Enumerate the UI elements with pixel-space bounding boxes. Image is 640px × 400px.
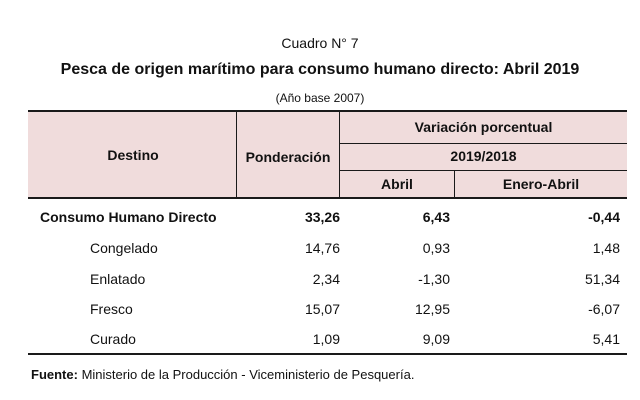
cell-abril: 9,09: [422, 331, 450, 347]
table-row: Enlatado 2,34 -1,30 51,34: [30, 264, 626, 295]
table-bottom-rule: [28, 353, 627, 355]
cell-enero-abril: 5,41: [592, 331, 620, 347]
cell-enero-abril: -0,44: [588, 209, 620, 225]
table-top-rule: [28, 110, 627, 112]
table-row: Fresco 15,07 12,95 -6,07: [30, 294, 626, 325]
source-note: Fuente: Ministerio de la Producción - Vi…: [31, 367, 414, 382]
header-abril: Abril: [381, 176, 413, 192]
cell-destino: Consumo Humano Directo: [40, 209, 217, 225]
cell-abril: 0,93: [422, 240, 450, 256]
base-year-note: (Año base 2007): [275, 91, 365, 105]
table-title: Pesca de origen marítimo para consumo hu…: [60, 61, 580, 78]
cell-ponderacion: 33,26: [304, 209, 340, 225]
abril-divider: [454, 171, 455, 198]
cell-ponderacion: 14,76: [304, 240, 340, 256]
cell-abril: 6,43: [422, 209, 450, 225]
header-enero-abril: Enero-Abril: [502, 176, 580, 192]
cell-enero-abril: -6,07: [588, 301, 620, 317]
source-text: Ministerio de la Producción - Viceminist…: [77, 367, 415, 382]
subheader-divider: [340, 170, 627, 171]
cell-abril: -1,30: [418, 271, 450, 287]
cell-destino: Enlatado: [90, 271, 146, 287]
cell-destino: Congelado: [90, 240, 158, 256]
cell-destino: Curado: [90, 331, 136, 347]
table-row: Consumo Humano Directo 33,26 6,43 -0,44: [30, 202, 626, 233]
cell-enero-abril: 51,34: [584, 271, 620, 287]
header-bottom-rule: [28, 197, 627, 199]
cell-ponderacion: 15,07: [304, 301, 340, 317]
destino-divider: [236, 112, 237, 198]
table-header-background: [28, 111, 627, 199]
header-variacion: Variación porcentual: [414, 119, 553, 135]
table-row: Congelado 14,76 0,93 1,48: [30, 233, 626, 264]
source-label: Fuente:: [31, 367, 78, 382]
table-row: Curado 1,09 9,09 5,41: [30, 324, 626, 355]
header-ponderacion: Ponderación: [245, 149, 331, 165]
cell-destino: Fresco: [90, 301, 133, 317]
header-destino: Destino: [107, 147, 159, 163]
header-periodo: 2019/2018: [450, 148, 517, 164]
cell-enero-abril: 1,48: [592, 240, 620, 256]
cell-abril: 12,95: [414, 301, 450, 317]
table-number: Cuadro N° 7: [281, 35, 359, 51]
cell-ponderacion: 1,09: [312, 331, 340, 347]
cell-ponderacion: 2,34: [312, 271, 340, 287]
ponderacion-divider: [339, 112, 340, 198]
periodo-divider: [340, 143, 627, 144]
